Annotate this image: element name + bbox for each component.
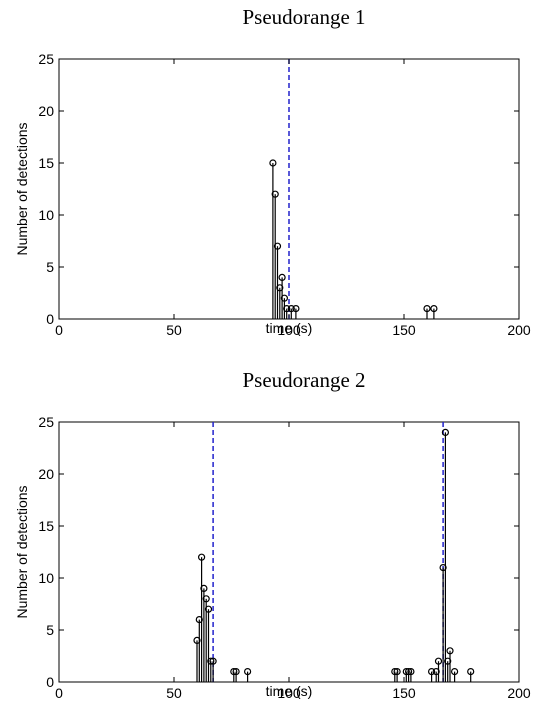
- y-tick-label: 0: [46, 674, 54, 690]
- stem-marker: [428, 668, 436, 676]
- y-axis-label: Number of detections: [14, 485, 30, 618]
- chart-pseudorange-1: Pseudorange 1 0 5 10 15 20 25 0 50 100 150 200 ti…: [14, 5, 531, 338]
- x-tick-label: 100: [277, 322, 301, 338]
- chart-2-svg: Pseudorange 2 0 5 10 15 20 25 0 50 100 150 200 ti…: [14, 368, 531, 701]
- stem-marker: [283, 305, 291, 313]
- y-tick-label: 15: [38, 518, 54, 534]
- stem-marker: [276, 284, 284, 292]
- y-tick-label: 20: [38, 103, 54, 119]
- chart-title: Pseudorange 1: [242, 5, 365, 29]
- x-tick-label: 150: [392, 685, 416, 701]
- stem-marker: [423, 305, 431, 313]
- stem-marker: [271, 190, 279, 198]
- y-tick-label: 15: [38, 155, 54, 171]
- x-axis: 0 50 100 150 200: [55, 422, 531, 701]
- stem-marker: [405, 668, 413, 676]
- stem-marker: [280, 294, 288, 302]
- stem-marker: [278, 273, 286, 281]
- stem-marker: [439, 564, 447, 572]
- y-tick-label: 0: [46, 311, 54, 327]
- stem-marker: [441, 428, 449, 437]
- stem-marker: [230, 668, 238, 676]
- stem-marker: [451, 668, 459, 676]
- x-axis-label: time (s): [266, 683, 313, 699]
- x-tick-label: 0: [55, 322, 63, 338]
- x-axis: 0 50 100 150 200: [55, 59, 531, 338]
- x-axis-label: time (s): [266, 320, 313, 336]
- x-tick-label: 150: [392, 322, 416, 338]
- stem-marker: [244, 668, 252, 676]
- stem-marker: [407, 668, 415, 676]
- stem-marker: [193, 636, 201, 644]
- y-tick-label: 10: [38, 570, 54, 586]
- y-tick-label: 10: [38, 207, 54, 223]
- x-tick-label: 0: [55, 685, 63, 701]
- y-axis: 0 5 10 15 20 25: [38, 51, 519, 327]
- y-tick-label: 5: [46, 622, 54, 638]
- chart-marks: [193, 422, 475, 682]
- stem-marker: [269, 159, 277, 167]
- y-axis: 0 5 10 15 20 25: [38, 414, 519, 690]
- stem-marker: [432, 668, 440, 676]
- stem-marker: [434, 657, 443, 665]
- x-tick-label: 50: [166, 685, 182, 701]
- stem-marker: [200, 584, 208, 592]
- stem-marker: [292, 305, 300, 313]
- y-tick-label: 25: [38, 51, 54, 67]
- stem-marker: [430, 305, 438, 313]
- chart-marks: [269, 59, 438, 319]
- chart-1-svg: Pseudorange 1 0 5 10 15 20 25 0 50 100 150 200 ti…: [14, 5, 531, 338]
- stem-marker: [195, 616, 203, 624]
- stem-marker: [273, 242, 282, 250]
- y-tick-label: 5: [46, 259, 54, 275]
- stem-marker: [391, 668, 399, 676]
- x-tick-label: 100: [277, 685, 301, 701]
- stem-marker: [204, 605, 213, 613]
- stem-marker: [467, 668, 475, 676]
- y-tick-label: 25: [38, 414, 54, 430]
- stem-marker: [209, 657, 217, 665]
- stem-marker: [444, 657, 452, 665]
- x-tick-label: 50: [166, 322, 182, 338]
- y-tick-label: 20: [38, 466, 54, 482]
- stem-marker: [287, 305, 295, 313]
- y-axis-label: Number of detections: [14, 122, 30, 255]
- chart-title: Pseudorange 2: [242, 368, 365, 392]
- stem-marker: [202, 595, 210, 603]
- stem-marker: [232, 668, 240, 676]
- stem-marker: [207, 657, 215, 665]
- plot-area: [58, 421, 520, 683]
- x-tick-label: 200: [507, 685, 531, 701]
- stem-marker: [393, 668, 401, 676]
- stem-marker: [402, 668, 410, 676]
- stem-marker: [446, 647, 454, 655]
- chart-pseudorange-2: Pseudorange 2 0 5 10 15 20 25 0 50 100 150 200 ti…: [0, 363, 551, 726]
- x-tick-label: 200: [507, 322, 531, 338]
- stem-marker: [198, 553, 206, 561]
